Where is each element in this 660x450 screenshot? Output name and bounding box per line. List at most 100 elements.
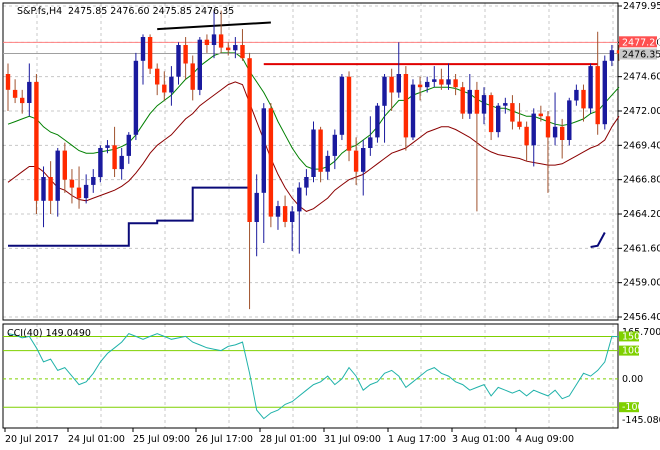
candle-body (261, 108, 266, 193)
time-tick-label: 31 Jul 09:00 (324, 434, 381, 445)
time-tick-label: 28 Jul 01:00 (260, 434, 317, 445)
time-tick-label: 20 Jul 2017 (5, 434, 59, 445)
candle-body (325, 155, 330, 172)
current-price-label: 2476.35 (622, 50, 660, 61)
cci-100-label-box (619, 345, 639, 356)
candle-body (609, 50, 615, 61)
time-tick-label: 3 Aug 01:00 (452, 434, 510, 445)
candle-body (375, 105, 380, 138)
candle-body (410, 84, 416, 138)
candle-body (5, 74, 11, 90)
candle-body (204, 39, 210, 45)
candle-body (282, 206, 288, 222)
candle-body (389, 76, 394, 93)
candle-body (510, 103, 515, 122)
candle-body (290, 211, 295, 222)
candle-body (588, 66, 593, 109)
candle-body (83, 184, 89, 199)
candle-body (176, 45, 181, 77)
candle-body (12, 89, 18, 98)
candle-body (396, 74, 401, 93)
candle-body (346, 76, 352, 151)
candle-body (567, 100, 572, 140)
candle-body (62, 150, 67, 180)
candle-body (538, 113, 543, 117)
time-tick-label: 25 Jul 09:00 (133, 434, 190, 445)
price-tick-label: 2472.00 (623, 106, 660, 117)
candle-body (247, 58, 252, 223)
time-tick-label: 4 Aug 09:00 (516, 434, 574, 445)
candle-body (233, 45, 238, 51)
ask-price-label: 2477.20 (622, 37, 660, 48)
ohlc-readout: 2475.85 2476.60 2475.85 2476.35 (68, 6, 234, 17)
cci-max-label: 165.7009 (622, 327, 660, 338)
candle-body (581, 89, 586, 109)
cci-minus-100-label-box (619, 402, 639, 413)
price-tick-label: 2461.60 (623, 243, 660, 254)
cci-min-label: -145.0802 (622, 415, 660, 426)
candle-body (240, 45, 245, 59)
candle-body (197, 39, 202, 90)
cci-panel (2, 323, 620, 429)
candle-body (574, 89, 579, 101)
candle-body (503, 103, 508, 106)
candle-body (211, 34, 217, 45)
candle-body (339, 76, 345, 135)
candle-body (140, 37, 146, 61)
candle-body (183, 45, 188, 64)
trend-stop-line (8, 186, 250, 247)
candle-body (595, 66, 600, 125)
candle-body (496, 105, 501, 133)
candle-body (112, 145, 117, 170)
candle-body (34, 81, 39, 201)
ask-price-box (619, 36, 657, 48)
price-tick-label: 2469.40 (623, 140, 660, 151)
price-panel-frame (2, 2, 619, 321)
candle-body (169, 76, 174, 93)
candle-body (361, 148, 366, 172)
candle-body (524, 126, 529, 146)
candle-body (55, 150, 60, 201)
candle-body (20, 97, 25, 104)
trend-stop-line-tail (590, 232, 606, 248)
candle-body (27, 81, 32, 103)
candle-body (218, 34, 224, 48)
candle-body (602, 60, 607, 125)
candle-body (318, 129, 323, 172)
cci-line (7, 333, 620, 420)
candle-body (105, 145, 110, 148)
current-price-box (619, 48, 657, 60)
candle-body (304, 177, 309, 188)
candle-body (531, 113, 536, 146)
price-tick-label: 2464.20 (623, 209, 660, 220)
candle-body (91, 177, 96, 185)
candle-body (382, 76, 387, 106)
candle-body (48, 177, 53, 201)
candle-body (126, 134, 131, 156)
time-tick-label: 1 Aug 17:00 (388, 434, 446, 445)
cci-panel-frame (2, 323, 619, 429)
cci-150-label: 150 (622, 331, 640, 342)
candle-body (453, 79, 458, 88)
candle-body (190, 63, 195, 90)
price-tick-label: 2456.40 (623, 312, 660, 323)
time-tick-label: 24 Jul 01:00 (68, 434, 125, 445)
cci-150-label-box (619, 331, 639, 342)
price-tick-label: 2479.95 (623, 1, 660, 12)
candle-body (560, 126, 565, 140)
candle-body (69, 179, 75, 188)
candle-body (439, 79, 444, 85)
candle-body (545, 116, 551, 138)
candle-body (119, 155, 124, 170)
candle-body (432, 79, 437, 82)
axes: 2479.95 2477.20 2474.60 2472.00 2469.40 2466.… (4, 1, 660, 445)
cci-label: CCI(40) 149.0490 (7, 328, 91, 339)
candle-body (417, 84, 423, 88)
candle-body (133, 60, 139, 135)
price-panel (2, 2, 622, 321)
candle-body (403, 74, 409, 138)
price-tick-label: 2474.60 (623, 72, 660, 83)
candle-body (425, 81, 430, 88)
